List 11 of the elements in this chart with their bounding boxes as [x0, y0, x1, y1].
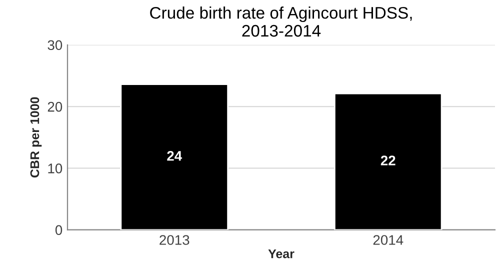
- y-tick-label: 10: [48, 164, 62, 174]
- data-label: 22: [380, 156, 396, 166]
- data-label: 24: [167, 150, 182, 161]
- y-tick-label: 30: [48, 40, 62, 50]
- y-tick-label: 20: [48, 102, 62, 112]
- x-tick-label: 2014: [373, 235, 404, 245]
- chart-title: Crude birth rate of Agincourt HDSS, 2013-2014: [150, 6, 412, 37]
- y-tick-label: 0: [55, 225, 62, 236]
- x-axis-title: Year: [268, 249, 294, 258]
- y-axis-title: CBR per 1000: [30, 97, 42, 178]
- x-tick-label: 2013: [160, 235, 190, 245]
